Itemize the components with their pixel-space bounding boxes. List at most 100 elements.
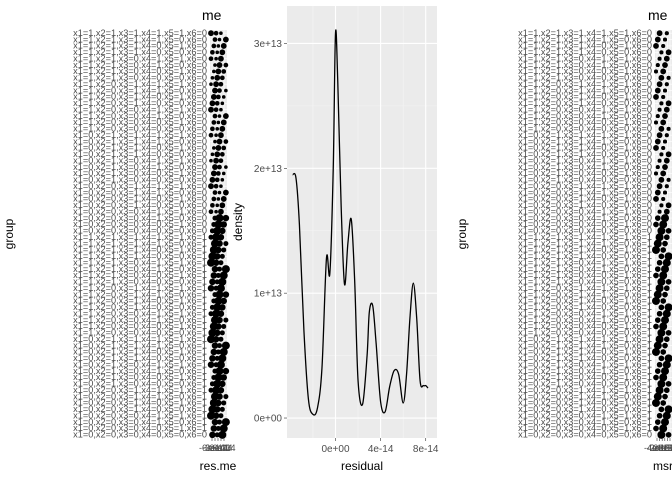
group-label: x1=1,x2=0,x3=1,x4=1,x5=1,x6=1	[518, 283, 652, 293]
group-label: x1=1,x2=1,x3=0,x4=1,x5=1,x6=1	[518, 257, 652, 267]
group-label: x1=1,x2=0,x3=0,x4=0,x5=0,x6=1	[73, 328, 207, 338]
data-point	[662, 393, 668, 400]
group-label: x1=0,x2=1,x3=0,x4=1,x5=1,x6=1	[518, 359, 652, 369]
group-label: x1=1,x2=0,x3=0,x4=1,x5=1,x6=0	[73, 104, 207, 114]
data-point	[211, 43, 217, 49]
data-point	[213, 81, 219, 88]
group-label: x1=1,x2=0,x3=1,x4=1,x5=0,x6=0	[518, 85, 652, 95]
data-point	[221, 418, 230, 427]
data-point	[220, 297, 227, 305]
data-point	[214, 100, 220, 106]
y-tick-label: 2e+13	[254, 164, 283, 175]
data-point	[214, 355, 220, 361]
data-point	[661, 43, 666, 48]
y-axis-title: group	[455, 218, 469, 249]
data-point	[658, 125, 665, 132]
data-point	[664, 184, 669, 189]
data-point	[213, 30, 219, 36]
data-point	[219, 347, 228, 356]
data-point	[217, 164, 222, 170]
data-point	[659, 203, 664, 208]
data-point	[654, 87, 661, 94]
x-tick-label: 4e-14	[368, 444, 394, 455]
group-label: x1=1,x2=1,x3=0,x4=0,x5=0,x6=0	[73, 73, 207, 83]
data-point	[664, 234, 670, 240]
group-label: x1=1,x2=1,x3=0,x4=0,x5=1,x6=0	[73, 66, 207, 76]
data-point	[209, 355, 216, 362]
x-tick-label: -4e-15	[644, 443, 670, 453]
data-point	[214, 296, 223, 305]
data-point	[215, 323, 222, 330]
data-point	[654, 171, 658, 176]
data-point	[222, 214, 230, 222]
data-point	[219, 227, 226, 235]
data-point	[220, 178, 225, 182]
data-point	[653, 425, 659, 432]
data-point	[218, 277, 227, 286]
data-point	[664, 285, 670, 291]
data-point	[212, 164, 218, 170]
data-point	[665, 151, 672, 158]
group-label: x1=0,x2=1,x3=0,x4=0,x5=0,x6=0	[518, 175, 652, 185]
data-point	[222, 367, 230, 375]
data-point	[210, 94, 217, 100]
data-point	[660, 298, 666, 304]
group-label: x1=1,x2=1,x3=1,x4=1,x5=1,x6=1	[518, 232, 652, 242]
data-point	[212, 190, 218, 195]
group-label: x1=1,x2=1,x3=1,x4=0,x5=0,x6=0	[73, 47, 207, 57]
group-label: x1=1,x2=0,x3=0,x4=0,x5=1,x6=1	[518, 321, 652, 331]
data-point	[653, 239, 662, 248]
data-point	[662, 360, 671, 369]
data-point	[657, 277, 666, 286]
group-label: x1=1,x2=1,x3=1,x4=0,x5=1,x6=0	[518, 41, 652, 51]
data-point	[653, 221, 659, 228]
data-point	[215, 203, 220, 208]
data-point	[224, 165, 228, 169]
data-point	[652, 398, 660, 407]
group-label: x1=1,x2=0,x3=1,x4=1,x5=0,x6=1	[518, 289, 652, 299]
data-point	[215, 367, 224, 376]
data-point	[216, 360, 225, 369]
data-point	[657, 379, 666, 388]
data-point	[218, 336, 224, 342]
data-point	[655, 335, 664, 344]
data-point	[213, 107, 219, 113]
data-point	[223, 317, 229, 323]
data-point	[210, 425, 218, 432]
data-point	[210, 272, 218, 279]
data-point	[653, 341, 662, 350]
group-label: x1=0,x2=1,x3=1,x4=1,x5=1,x6=1	[518, 334, 652, 344]
data-point	[658, 304, 665, 311]
data-point	[212, 412, 220, 419]
group-label: x1=1,x2=0,x3=1,x4=0,x5=1,x6=0	[73, 92, 207, 102]
data-point	[218, 413, 224, 419]
data-point	[660, 68, 667, 75]
group-label: x1=0,x2=0,x3=1,x4=0,x5=0,x6=1	[518, 404, 652, 414]
data-point	[663, 88, 667, 93]
data-point	[214, 220, 223, 229]
data-point	[664, 405, 672, 414]
group-label: x1=1,x2=0,x3=0,x4=1,x5=1,x6=1	[518, 308, 652, 318]
data-point	[213, 139, 217, 144]
group-label: x1=0,x2=1,x3=1,x4=1,x5=0,x6=1	[518, 340, 652, 350]
data-point	[654, 120, 658, 125]
data-point	[216, 240, 223, 247]
data-point	[207, 258, 215, 267]
group-label: x1=1,x2=1,x3=1,x4=0,x5=0,x6=0	[518, 47, 652, 57]
group-label: x1=0,x2=1,x3=1,x4=0,x5=0,x6=1	[518, 353, 652, 363]
group-label: x1=1,x2=0,x3=1,x4=0,x5=0,x6=1	[518, 302, 652, 312]
group-label: x1=0,x2=0,x3=1,x4=1,x5=0,x6=1	[518, 391, 652, 401]
panel-title: me	[648, 7, 668, 23]
data-point	[219, 75, 225, 81]
data-point	[208, 405, 217, 414]
data-point	[216, 120, 221, 125]
data-point	[223, 394, 229, 400]
group-label: x1=1,x2=1,x3=1,x4=0,x5=1,x6=0	[73, 41, 207, 51]
group-label: x1=1,x2=1,x3=1,x4=0,x5=0,x6=1	[518, 251, 652, 261]
data-point	[662, 291, 668, 298]
data-point	[653, 145, 659, 151]
data-point	[214, 373, 223, 382]
data-point	[660, 247, 666, 253]
group-label: x1=0,x2=1,x3=1,x4=0,x5=0,x6=0	[518, 149, 652, 159]
